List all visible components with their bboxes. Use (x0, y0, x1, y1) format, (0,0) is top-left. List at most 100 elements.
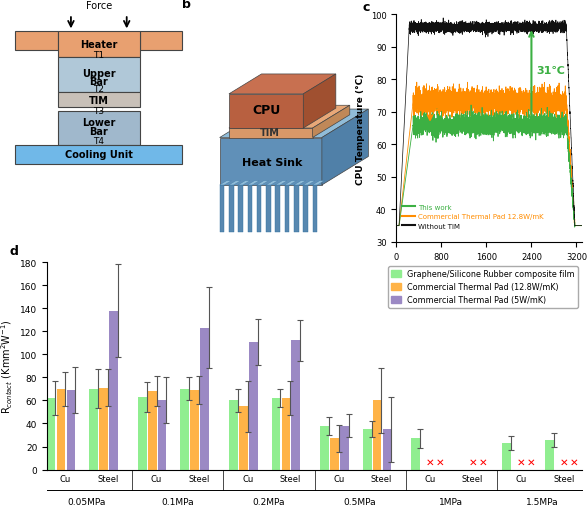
Text: 1MPa: 1MPa (439, 497, 463, 505)
Polygon shape (229, 75, 336, 95)
Text: TIM: TIM (260, 128, 280, 138)
Text: Upper: Upper (82, 68, 116, 78)
Bar (46, 398, 55, 470)
Bar (58, 58, 140, 93)
Bar (383, 429, 392, 470)
Bar (412, 438, 420, 470)
Polygon shape (313, 181, 324, 185)
Bar (158, 400, 166, 470)
Bar (15, 32, 58, 50)
Polygon shape (294, 185, 299, 233)
Polygon shape (238, 185, 243, 233)
Bar (109, 311, 118, 470)
Polygon shape (266, 185, 270, 233)
Text: 0.1MPa: 0.1MPa (162, 497, 194, 505)
Text: ✕: ✕ (426, 457, 435, 467)
Polygon shape (229, 181, 240, 185)
Bar (58, 32, 140, 58)
Polygon shape (275, 185, 280, 233)
Text: T3: T3 (93, 107, 105, 116)
Polygon shape (313, 106, 350, 138)
Bar (201, 328, 209, 470)
Polygon shape (257, 181, 269, 185)
Legend: Graphene/Silicone Rubber composite film, Commercial Thermal Pad (12.8W/mK), Comm: Graphene/Silicone Rubber composite film,… (388, 267, 578, 308)
Text: Heat Sink: Heat Sink (242, 158, 302, 168)
Bar (363, 429, 372, 470)
Polygon shape (313, 185, 318, 233)
Bar (56, 389, 65, 470)
Polygon shape (229, 95, 303, 129)
Bar (320, 426, 329, 470)
Polygon shape (248, 181, 259, 185)
Polygon shape (322, 110, 368, 185)
Text: ✕: ✕ (569, 457, 578, 467)
Bar (140, 32, 182, 50)
Text: Bar: Bar (89, 127, 108, 137)
Bar (503, 443, 511, 470)
Bar (282, 398, 290, 470)
Text: d: d (9, 244, 18, 258)
Text: 23℃: 23℃ (435, 103, 463, 113)
Polygon shape (294, 181, 306, 185)
Polygon shape (229, 129, 313, 138)
Bar (99, 388, 108, 470)
Bar (340, 426, 349, 470)
Text: c: c (363, 1, 370, 14)
Polygon shape (248, 185, 252, 233)
Text: Heater: Heater (80, 40, 118, 50)
Legend: This work, Commercial Thermal Pad 12.8W/mK, Without TIM: This work, Commercial Thermal Pad 12.8W/… (400, 201, 546, 232)
Text: T4: T4 (93, 137, 104, 146)
Y-axis label: CPU Temperature (°C): CPU Temperature (°C) (356, 73, 365, 184)
Bar (89, 389, 98, 470)
Bar (58, 93, 140, 108)
Polygon shape (229, 106, 350, 129)
Text: CPU: CPU (252, 104, 280, 116)
Text: ✕: ✕ (527, 457, 536, 467)
Polygon shape (220, 110, 368, 138)
Bar (181, 389, 189, 470)
Polygon shape (220, 185, 224, 233)
Polygon shape (285, 181, 296, 185)
Y-axis label: R$_{contact}$ (Kmm$^2$W$^{-1}$): R$_{contact}$ (Kmm$^2$W$^{-1}$) (0, 319, 15, 414)
Polygon shape (285, 185, 289, 233)
Text: ✕: ✕ (478, 457, 487, 467)
Polygon shape (266, 181, 278, 185)
Text: Cooling Unit: Cooling Unit (65, 150, 133, 160)
Bar (191, 390, 199, 470)
Polygon shape (238, 181, 250, 185)
Bar (545, 440, 554, 470)
Bar (373, 400, 382, 470)
Bar (148, 391, 156, 470)
Bar (138, 397, 146, 470)
Text: Bar: Bar (89, 77, 108, 87)
Bar (292, 341, 300, 470)
Polygon shape (229, 185, 233, 233)
Polygon shape (303, 181, 315, 185)
Text: ✕: ✕ (517, 457, 526, 467)
Text: ✕: ✕ (559, 457, 568, 467)
Text: ✕: ✕ (468, 457, 477, 467)
Text: ✕: ✕ (436, 457, 445, 467)
Bar (330, 438, 339, 470)
X-axis label: Time (S): Time (S) (466, 267, 512, 277)
Polygon shape (303, 75, 336, 129)
Text: T1: T1 (93, 50, 105, 60)
Polygon shape (303, 185, 308, 233)
Bar (15, 146, 182, 164)
Text: TIM: TIM (89, 95, 109, 106)
Bar (249, 342, 258, 470)
Polygon shape (257, 185, 262, 233)
Polygon shape (220, 138, 322, 185)
Polygon shape (220, 181, 231, 185)
Text: Force: Force (86, 1, 112, 11)
Bar (66, 390, 75, 470)
Text: 0.2MPa: 0.2MPa (253, 497, 285, 505)
Text: 0.05MPa: 0.05MPa (68, 497, 106, 505)
Polygon shape (275, 181, 287, 185)
Bar (58, 112, 140, 146)
Bar (239, 407, 248, 470)
Bar (229, 400, 238, 470)
Text: 0.5MPa: 0.5MPa (344, 497, 376, 505)
Text: T2: T2 (93, 84, 104, 93)
Text: Lower: Lower (82, 118, 115, 128)
